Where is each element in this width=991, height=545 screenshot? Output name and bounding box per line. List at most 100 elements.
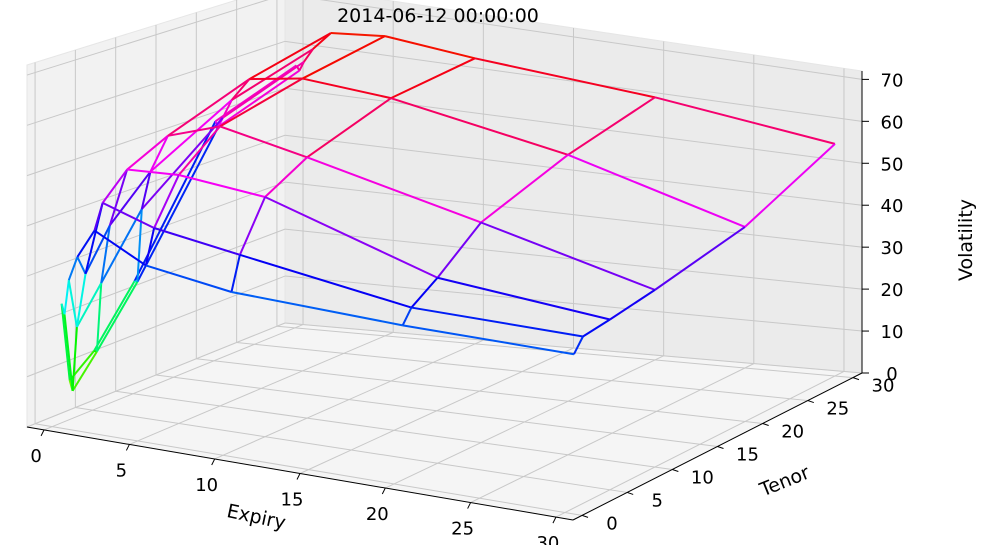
z-grid-left <box>26 134 286 227</box>
wire-segment <box>330 31 386 38</box>
wire-segment <box>63 314 74 391</box>
wire-segment <box>221 99 233 119</box>
y-tick-mark <box>581 514 589 518</box>
x-tick-mark <box>381 487 386 495</box>
wire-segment <box>567 153 746 228</box>
y-axis-label: Tenor <box>756 462 813 502</box>
z-tick-label: 50 <box>881 154 904 175</box>
z-grid-back <box>284 275 863 332</box>
x-axis-label: Expiry <box>225 500 288 534</box>
z-tick-label: 20 <box>881 280 904 301</box>
wire-segment <box>474 57 656 99</box>
wire-segment <box>230 254 241 293</box>
wire-segment <box>167 125 221 137</box>
wire-segment <box>410 277 439 309</box>
y-tick-label: 5 <box>651 490 662 511</box>
z-grid-back <box>284 181 863 248</box>
y-tick-label: 0 <box>606 513 617 534</box>
wire-segment <box>230 78 251 101</box>
x-tick-mark <box>552 516 557 524</box>
wire-segment <box>390 97 569 156</box>
wire-segment <box>95 282 103 352</box>
y-grid-floor <box>115 390 673 470</box>
wire-segment <box>101 168 128 204</box>
z-grid-back <box>284 87 863 164</box>
wire-segment <box>93 280 136 352</box>
wire-segment <box>231 48 314 101</box>
wire-segment <box>384 35 476 60</box>
grid-lines <box>26 0 863 518</box>
wire-segment <box>84 224 111 275</box>
wireframe-surface <box>60 31 836 392</box>
z-grid-left <box>26 322 286 428</box>
wire-segment <box>140 171 152 210</box>
wire-segment <box>567 96 656 156</box>
wire-segment <box>214 64 297 123</box>
wire-segment <box>153 174 180 229</box>
wire-segment <box>100 208 143 284</box>
x-tick-mark <box>211 458 216 466</box>
wire-segment <box>144 227 156 266</box>
z-grid-back <box>284 40 863 122</box>
wire-segment <box>102 201 155 229</box>
axis-panes <box>25 0 864 521</box>
wire-segment <box>126 135 169 171</box>
wire-segment <box>306 156 482 224</box>
y-tick-mark <box>717 446 724 449</box>
z-grid-left <box>26 0 269 76</box>
wire-segment <box>63 280 70 315</box>
z-tick-label: 40 <box>881 196 904 217</box>
x-tick-label: 0 <box>30 446 41 467</box>
z-grid-left <box>26 40 286 126</box>
y-grid-floor <box>75 407 628 493</box>
wire-segment <box>264 196 438 279</box>
chart-title: 2014-06-12 00:00:00 <box>337 5 539 27</box>
y-grid-floor <box>34 423 583 516</box>
wire-segment <box>219 77 304 128</box>
z-grid-back <box>284 134 863 206</box>
y-tick-mark <box>672 468 679 472</box>
y-tick-label: 20 <box>781 422 804 443</box>
y-grid-floor <box>196 358 763 425</box>
z-tick-label: 10 <box>881 322 904 343</box>
wire-segment <box>71 326 78 391</box>
y-grid-floor <box>236 342 808 402</box>
x-tick-label: 20 <box>366 504 389 525</box>
wire-segment <box>153 227 241 256</box>
wire-segment <box>411 306 584 338</box>
y-tick-label: 25 <box>826 399 849 420</box>
wire-segment <box>67 280 78 328</box>
wire-segment <box>219 125 308 159</box>
wire-segment <box>67 256 79 281</box>
wire-segment <box>127 168 179 176</box>
wire-segment <box>401 307 413 326</box>
x-tick-label: 15 <box>281 490 304 511</box>
y-tick-mark <box>852 377 860 381</box>
z-tick-label: 0 <box>886 364 897 385</box>
wire-segment <box>93 202 104 231</box>
wire-segment <box>609 289 656 321</box>
wire-segment <box>76 256 87 275</box>
wire-segment <box>149 99 233 173</box>
y-tick-label: 30 <box>872 376 895 397</box>
y-tick-mark <box>807 400 814 404</box>
wire-segment <box>654 226 746 291</box>
wire-segment <box>93 229 147 267</box>
wire-segment <box>145 264 232 293</box>
wire-segment <box>390 57 476 100</box>
z-tick-label: 30 <box>881 238 904 259</box>
x-tick-label: 5 <box>116 460 127 481</box>
wire-segment <box>249 77 303 81</box>
wire-segment <box>136 126 220 283</box>
wire-segment <box>178 174 266 198</box>
wire-segment <box>654 96 836 145</box>
x-tick-mark <box>296 473 301 480</box>
wire-segment <box>248 32 332 80</box>
wire-segment <box>178 125 221 176</box>
x-tick-label: 10 <box>195 475 218 496</box>
wire-segment <box>480 154 569 224</box>
wire-segment <box>167 78 250 137</box>
wire-segment <box>108 169 129 226</box>
